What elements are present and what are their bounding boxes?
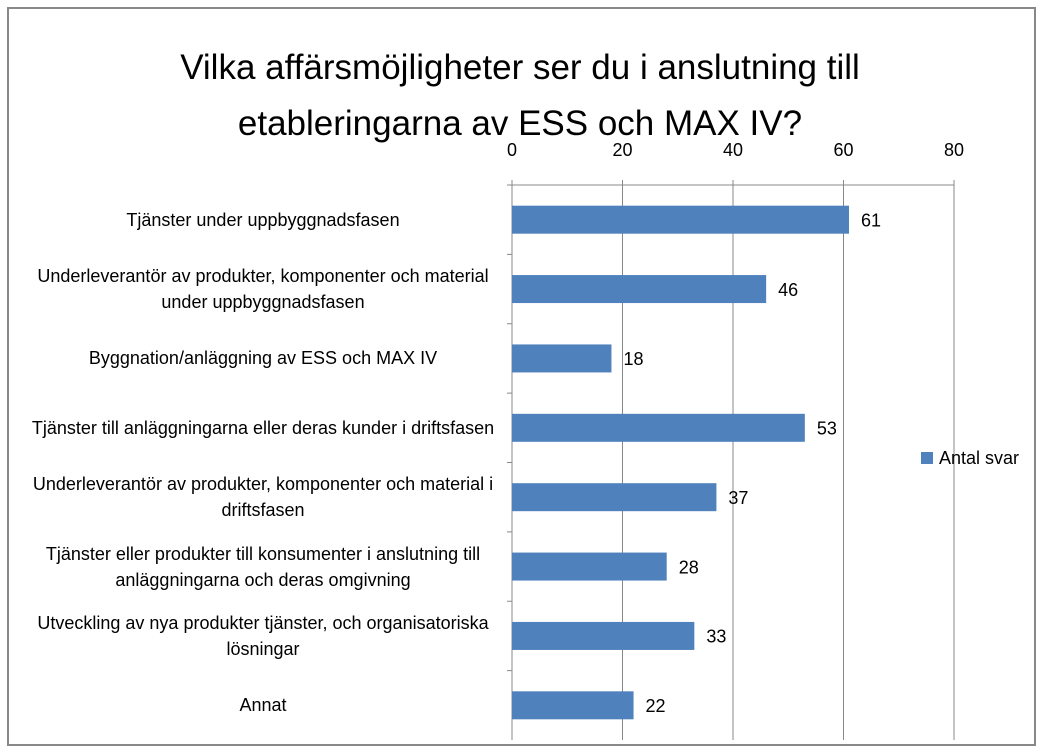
y-tick-label: Byggnation/anläggning av ESS och MAX IV (88, 348, 438, 369)
data-label: 37 (728, 488, 748, 508)
data-label: 28 (679, 557, 699, 577)
y-tick-label: Underleverantör av produkter, komponente… (32, 474, 494, 521)
y-tick-label: Annat (239, 695, 287, 716)
legend-label: Antal svar (939, 448, 1019, 468)
bar (512, 483, 717, 512)
data-label: 33 (706, 627, 726, 647)
x-tick-label: 80 (944, 140, 964, 160)
bar (512, 413, 805, 442)
bar (512, 205, 850, 234)
chart-border (7, 7, 1036, 746)
x-tick-label: 0 (507, 140, 517, 160)
data-label: 18 (623, 349, 643, 369)
y-tick-label: Tjänster till anläggningarna eller deras… (31, 417, 495, 438)
data-label: 53 (817, 419, 837, 439)
bar (512, 552, 667, 581)
x-tick-label: 40 (723, 140, 743, 160)
y-tick-label: Underleverantör av produkter, komponente… (37, 266, 489, 313)
bar (512, 621, 695, 650)
bar (512, 275, 767, 304)
chart-title: Vilka affärsmöjligheter ser du i anslutn… (180, 48, 860, 143)
y-tick-label: Tjänster under uppbyggnadsfasen (126, 209, 400, 230)
data-label: 46 (778, 280, 798, 300)
legend-swatch (921, 452, 933, 464)
bar (512, 344, 612, 373)
x-tick-label: 60 (833, 140, 853, 160)
bar (512, 691, 634, 720)
data-label: 61 (861, 210, 881, 230)
y-tick-label: Tjänster eller produkter till konsumente… (45, 543, 481, 590)
x-tick-label: 20 (612, 140, 632, 160)
data-label: 22 (646, 696, 666, 716)
y-tick-label: Utveckling av nya produkter tjänster, oc… (37, 612, 489, 659)
